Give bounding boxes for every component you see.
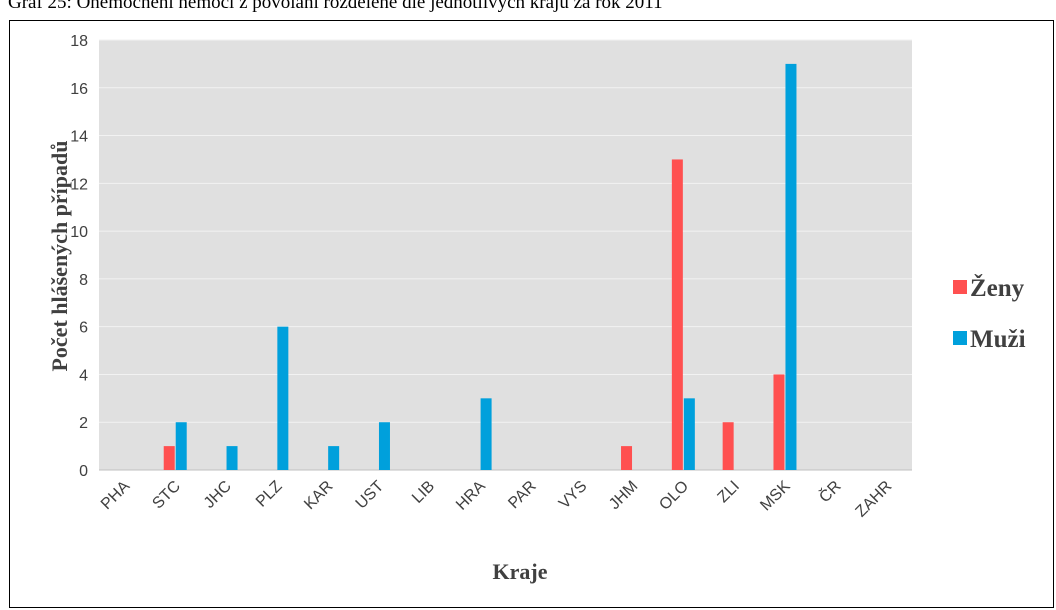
x-tick-label: VYS (556, 478, 591, 513)
bar-muzi-stc (175, 422, 187, 470)
y-tick-label: 14 (70, 129, 88, 146)
bar-muzi-plz (277, 326, 289, 470)
x-tick-label: UST (353, 478, 388, 513)
x-tick-label: ZLI (715, 478, 743, 506)
x-tick-label: ČR (815, 476, 845, 506)
bar-zeny-stc (163, 446, 175, 470)
legend: Ženy Muži (953, 274, 1026, 353)
x-tick-label: JHC (201, 478, 235, 512)
bar-zeny-msk (773, 374, 785, 470)
y-tick-label: 12 (70, 176, 88, 193)
y-tick-label: 18 (70, 33, 88, 50)
y-tick-label: 10 (70, 224, 88, 241)
bar-zeny-zli (722, 422, 734, 470)
x-axis-title: Kraje (493, 559, 548, 584)
x-tick-label: JHM (606, 478, 641, 513)
y-tick-label: 2 (79, 415, 88, 432)
chart-frame (9, 20, 1054, 608)
y-tick-labels: 0 2 4 6 8 10 12 14 16 18 (70, 33, 88, 480)
x-tick-label: KAR (301, 478, 336, 513)
legend-label-zeny: Ženy (970, 274, 1025, 302)
bar-muzi-olo (683, 398, 695, 470)
x-tick-label: STC (149, 478, 184, 513)
bar-muzi-kar (328, 446, 340, 470)
y-axis-title: Počet hlášených případů (47, 140, 72, 371)
bar-zeny-jhm (621, 446, 633, 470)
bar-muzi-hra (480, 398, 492, 470)
x-tick-label: HRA (453, 478, 489, 514)
bar-zeny-olo (671, 159, 683, 470)
legend-swatch-zeny (953, 280, 967, 294)
bar-muzi-jhc (226, 446, 238, 470)
gridlines (99, 39, 912, 471)
x-tick-label: ZAHR (853, 478, 896, 521)
y-tick-label: 8 (79, 272, 88, 289)
x-tick-label: LIB (409, 478, 438, 507)
x-tick-label: PAR (505, 478, 539, 512)
x-tick-label: PLZ (253, 478, 286, 511)
bar-muzi-msk (785, 63, 797, 471)
legend-label-muzi: Muži (970, 326, 1026, 353)
bars (163, 63, 797, 471)
y-tick-label: 6 (79, 320, 88, 337)
x-tick-label: OLO (656, 478, 692, 514)
chart-caption: Graf 25: Onemocnění nemocí z povolání ro… (8, 0, 663, 13)
y-tick-label: 16 (70, 81, 88, 98)
x-tick-labels: PHA STC JHC PLZ KAR UST LIB HRA PAR VYS JHM OLO ZLI M… (98, 476, 895, 520)
bar-muzi-ust (378, 422, 390, 470)
x-tick-label: MSK (757, 478, 794, 515)
legend-swatch-muzi (953, 331, 967, 345)
x-tick-label: PHA (98, 478, 134, 514)
y-tick-label: 4 (79, 367, 88, 384)
y-tick-label: 0 (79, 463, 88, 480)
